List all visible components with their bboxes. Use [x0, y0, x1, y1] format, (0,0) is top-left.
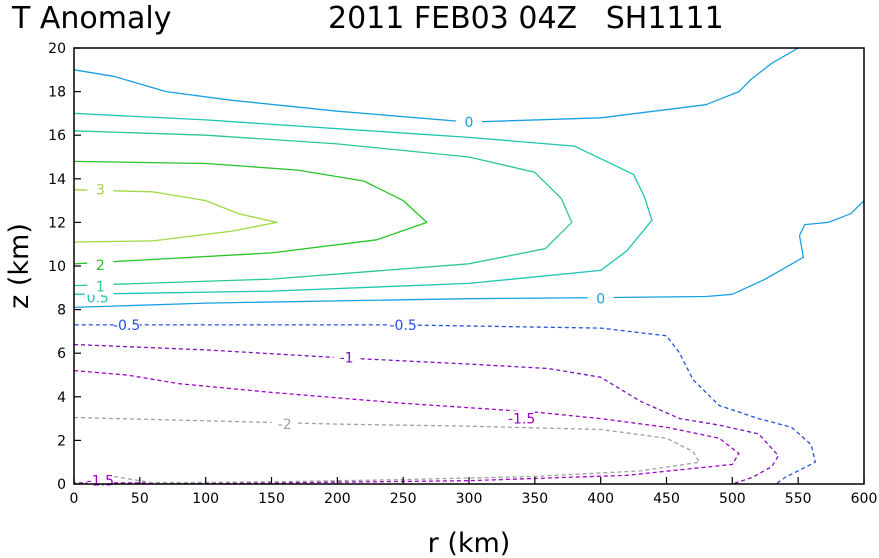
- y-axis-label: z (km): [4, 223, 35, 309]
- contour-label-background: [271, 416, 298, 433]
- x-tick-label: 150: [258, 491, 285, 507]
- y-tick-label: 20: [48, 41, 66, 57]
- contour-line--2: [74, 416, 701, 484]
- contour-lines: [74, 48, 864, 484]
- contour-label-background: [87, 256, 114, 273]
- contour-line--0p5: [74, 324, 816, 484]
- contour-label-background: [508, 410, 535, 427]
- chart-title-variable: T Anomaly: [11, 1, 171, 36]
- contour-label: -2: [278, 417, 292, 433]
- contour-line--1p5: [74, 369, 740, 484]
- plot-frame: [73, 47, 865, 485]
- x-axis-ticks: 0 50 100 150 200 250 300 350 400 450 500 550 600: [70, 477, 878, 507]
- contour-line-0p5: [74, 112, 653, 295]
- y-tick-label: 12: [48, 215, 66, 231]
- x-tick-label: 50: [131, 491, 149, 507]
- y-tick-label: 8: [57, 303, 66, 319]
- contour-line-1: [74, 130, 573, 287]
- x-axis-label: r (km): [428, 528, 511, 558]
- contour-label-background: [113, 316, 140, 333]
- x-tick-label: 200: [324, 491, 351, 507]
- y-tick-label: 18: [48, 85, 66, 101]
- y-axis-ticks: 0 2 4 6 8 10 12 14 16 18 20: [48, 41, 81, 493]
- contour-label: -0.5: [390, 318, 417, 334]
- x-tick-label: 500: [719, 491, 746, 507]
- contour-label: 3: [96, 183, 105, 199]
- contour-label-background: [456, 114, 482, 131]
- x-tick-label: 350: [521, 491, 548, 507]
- contour-label-background: [87, 278, 114, 295]
- y-tick-label: 16: [48, 128, 66, 144]
- contour-label: 0: [596, 292, 605, 308]
- y-tick-label: 10: [48, 259, 66, 275]
- x-tick-label: 550: [785, 491, 812, 507]
- contour-line-3: [74, 189, 278, 243]
- y-tick-label: 14: [48, 172, 66, 188]
- contour-label: -1: [340, 351, 354, 367]
- contour-line--1: [74, 343, 780, 484]
- x-tick-label: 600: [851, 491, 878, 507]
- contour-label: -0.5: [113, 318, 140, 334]
- x-tick-label: 300: [456, 491, 483, 507]
- contour-label: 2: [96, 258, 105, 274]
- contour-label-background: [87, 181, 114, 198]
- contour-label: -1.5: [508, 412, 535, 428]
- x-tick-label: 100: [192, 491, 219, 507]
- chart-title-time-storm: 2011 FEB03 04Z SH1111: [328, 1, 724, 36]
- y-tick-label: 6: [57, 346, 66, 362]
- contour-line-2: [74, 160, 428, 265]
- x-tick-label: 250: [390, 491, 417, 507]
- contour-label: -1.5: [87, 474, 114, 490]
- x-tick-label: 450: [653, 491, 680, 507]
- contour-label-background: [587, 290, 614, 307]
- x-tick-label: 400: [587, 491, 614, 507]
- contour-line-0: [74, 48, 799, 123]
- y-tick-label: 0: [57, 477, 66, 493]
- contour-label: 1: [96, 280, 105, 296]
- x-tick-label: 0: [70, 491, 79, 507]
- contour-line-0: [74, 200, 864, 309]
- y-tick-label: 4: [57, 390, 66, 406]
- y-tick-label: 2: [57, 433, 66, 449]
- contour-label: 0: [465, 115, 474, 131]
- contour-label-background: [333, 349, 360, 366]
- contour-label-background: [390, 316, 417, 333]
